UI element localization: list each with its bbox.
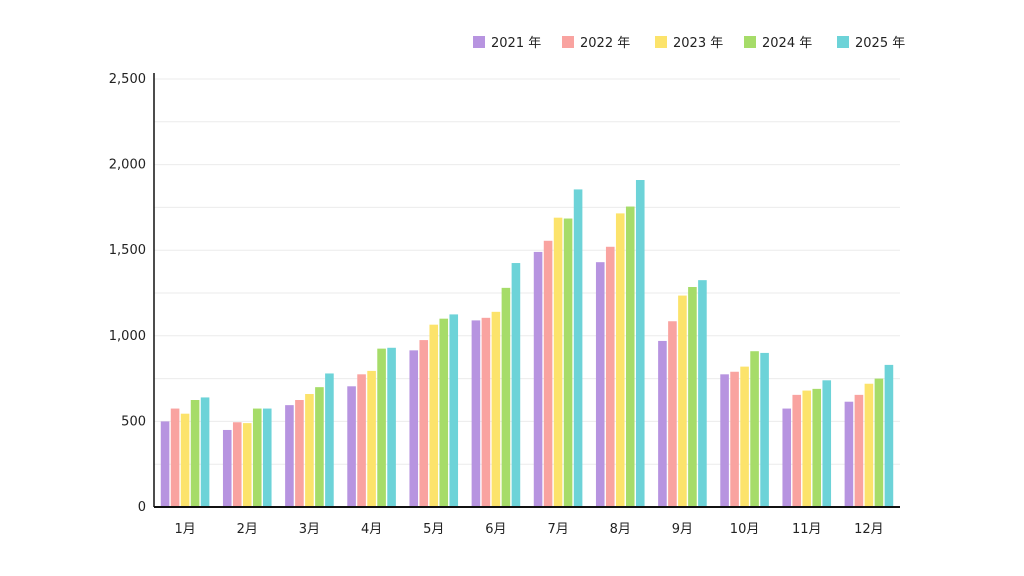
- legend-swatch: [744, 36, 756, 48]
- y-tick-label: 2,000: [109, 158, 146, 173]
- legend-label: 2021 年: [491, 36, 541, 51]
- bar: [720, 374, 729, 507]
- bar: [409, 350, 419, 507]
- bar: [357, 374, 366, 507]
- bars: [160, 180, 894, 508]
- bar: [573, 189, 583, 508]
- bar: [730, 371, 739, 507]
- legend-label: 2024 年: [762, 36, 812, 51]
- legend-label: 2025 年: [855, 36, 905, 51]
- bar: [615, 213, 625, 507]
- bar: [688, 287, 697, 507]
- legend-swatch: [562, 36, 574, 48]
- legend-label: 2022 年: [580, 36, 630, 51]
- y-tick-label: 500: [121, 414, 146, 429]
- bar: [595, 262, 605, 507]
- bar: [347, 386, 356, 507]
- x-tick-label: 1月: [174, 522, 195, 537]
- x-tick-label: 2月: [237, 522, 258, 537]
- bar: [782, 408, 792, 507]
- legend-swatch: [473, 36, 485, 48]
- bar: [635, 180, 645, 507]
- x-tick-label: 6月: [485, 522, 506, 537]
- bar: [658, 340, 667, 507]
- bar: [305, 394, 314, 507]
- x-tick-label: 8月: [610, 522, 631, 537]
- bar: [242, 423, 252, 507]
- bar: [315, 387, 324, 507]
- bar: [812, 388, 822, 507]
- bar: [429, 324, 439, 507]
- bar: [563, 218, 573, 507]
- bar: [740, 366, 749, 507]
- bar: [160, 421, 170, 507]
- bar: [533, 251, 543, 507]
- legend-swatch: [655, 36, 667, 48]
- y-tick-label: 1,000: [109, 329, 146, 344]
- bar: [874, 378, 884, 507]
- bar: [170, 408, 180, 507]
- x-tick-label: 3月: [299, 522, 320, 537]
- x-tick-label: 9月: [672, 522, 693, 537]
- x-tick-label: 10月: [730, 522, 760, 537]
- axes: [153, 73, 900, 508]
- bar: [822, 380, 832, 507]
- y-tick-label: 1,500: [109, 243, 146, 258]
- y-tick-label: 0: [138, 500, 146, 515]
- legend-label: 2023 年: [673, 36, 723, 51]
- bar: [750, 351, 759, 507]
- bar: [377, 348, 386, 507]
- bar: [605, 246, 615, 507]
- x-axis-ticks: 1月 2月 3月 4月 5月 6月 7月 8月 9月 10月 11月 12月: [174, 522, 883, 537]
- gridlines: [154, 78, 900, 465]
- bar: [698, 280, 707, 507]
- bar: [367, 370, 376, 507]
- legend-swatch: [837, 36, 849, 48]
- bar: [792, 394, 802, 507]
- y-axis-ticks: 0 500 1,000 1,500 2,000 2,500: [109, 72, 146, 515]
- bar: [180, 413, 190, 507]
- x-tick-label: 12月: [854, 522, 884, 537]
- bar: [884, 364, 894, 507]
- bar: [844, 401, 854, 507]
- bar: [387, 347, 396, 507]
- bar: [190, 400, 200, 507]
- bar: [481, 317, 491, 507]
- bar: [553, 217, 563, 508]
- x-tick-label: 11月: [792, 522, 822, 537]
- y-tick-label: 2,500: [109, 72, 146, 87]
- bar: [802, 390, 812, 507]
- bar: [252, 408, 262, 507]
- bar: [543, 240, 553, 507]
- bar: [222, 429, 232, 507]
- x-tick-label: 7月: [547, 522, 568, 537]
- legend: 2021 年 2022 年 2023 年 2024 年 2025 年: [473, 36, 905, 51]
- bar: [295, 400, 304, 507]
- bar: [325, 373, 334, 507]
- bar: [864, 383, 874, 507]
- x-tick-label: 5月: [423, 522, 444, 537]
- bar: [501, 287, 511, 507]
- bar: [439, 318, 449, 507]
- bar: [262, 408, 272, 507]
- bar: [678, 295, 687, 507]
- bar: [854, 394, 864, 507]
- bar: [449, 314, 459, 507]
- bar: [668, 321, 677, 507]
- bar: [232, 422, 242, 507]
- bar: [471, 320, 481, 507]
- bar: [285, 405, 294, 507]
- bar: [200, 397, 210, 507]
- x-tick-label: 4月: [361, 522, 382, 537]
- bar: [511, 263, 521, 507]
- bar: [491, 311, 501, 507]
- bar: [419, 340, 429, 507]
- bar: [760, 352, 769, 507]
- bar: [625, 206, 635, 508]
